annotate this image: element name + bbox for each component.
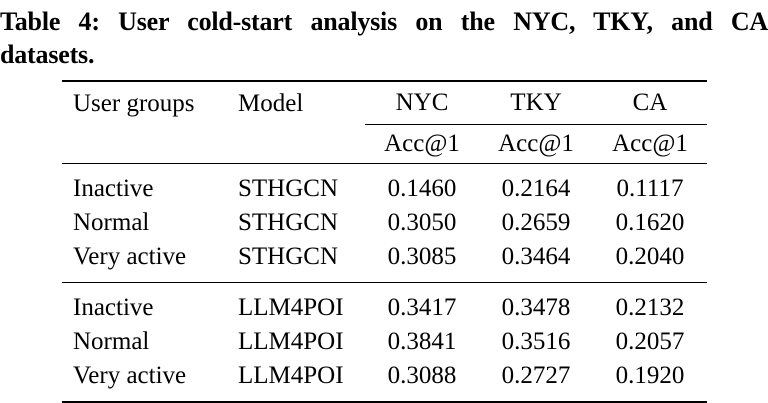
header-metric-tky: Acc@1	[479, 124, 593, 164]
header-metric-ca: Acc@1	[593, 124, 707, 164]
cell-user-group: Inactive	[62, 282, 238, 325]
cell-model: STHGCN	[238, 175, 339, 202]
cell-tky-acc1: 0.2727	[501, 362, 571, 389]
cell-user-group: Very active	[73, 243, 187, 270]
header-model: Model	[238, 81, 365, 164]
header-dataset-nyc: NYC	[365, 81, 479, 125]
cell-tky-acc1: 0.2659	[501, 209, 571, 236]
cell-model: LLM4POI	[238, 328, 344, 355]
cell-model: LLM4POI	[238, 362, 344, 389]
cell-ca-acc1: 0.1117	[616, 175, 684, 202]
cell-ca-acc1: 0.1620	[615, 209, 685, 236]
cell-nyc-acc1: 0.3088	[387, 362, 457, 389]
cell-tky-acc1: 0.3478	[479, 282, 593, 325]
header-row-metrics: Acc@1 Acc@1 Acc@1	[62, 124, 707, 164]
cell-ca-acc1: 0.1920	[615, 362, 685, 389]
cell-model: STHGCN	[238, 209, 339, 236]
table-row: Inactive LLM4POI 0.3417 0.3478 0.2132	[62, 282, 707, 325]
cell-tky-acc1: 0.3464	[501, 243, 571, 270]
table-header: User groups Model NYC TKY CA Acc@1 Acc@1…	[62, 81, 707, 164]
cell-nyc-acc1: 0.3841	[387, 328, 457, 355]
cell-model: STHGCN	[238, 243, 339, 270]
caption-line-2: datasets.	[0, 40, 95, 69]
cell-nyc-acc1: 0.3050	[387, 209, 457, 236]
cell-model: LLM4POI	[238, 282, 365, 325]
table-row: Inactive STHGCN 0.1460 0.2164 0.1117	[62, 164, 707, 207]
caption-line-1: Table 4: User cold-start analysis on the…	[0, 7, 768, 36]
cell-ca-acc1: 0.2057	[615, 328, 685, 355]
cell-user-group: Inactive	[73, 175, 154, 202]
cell-ca-acc1: 0.2040	[615, 243, 685, 270]
header-dataset-ca: CA	[593, 81, 707, 125]
header-dataset-tky: TKY	[479, 81, 593, 125]
header-metric-nyc: Acc@1	[365, 124, 479, 164]
table-row: Very active LLM4POI 0.3088 0.2727 0.1920	[62, 359, 707, 402]
table-row: Normal STHGCN 0.3050 0.2659 0.1620	[62, 206, 707, 240]
cell-nyc-acc1: 0.1460	[387, 175, 457, 202]
cell-tky-acc1: 0.2164	[501, 175, 571, 202]
cell-user-group: Very active	[73, 362, 187, 389]
header-user-groups: User groups	[62, 81, 238, 164]
header-row-datasets: User groups Model NYC TKY CA	[62, 81, 707, 164]
cell-tky-acc1: 0.3516	[501, 328, 571, 355]
group-llm4poi: Inactive LLM4POI 0.3417 0.3478 0.2132 No…	[62, 282, 707, 403]
table-caption: Table 4: User cold-start analysis on the…	[0, 5, 768, 71]
table-row: Normal LLM4POI 0.3841 0.3516 0.2057	[62, 325, 707, 359]
cell-user-group: Normal	[73, 209, 150, 236]
table-row: Very active STHGCN 0.3085 0.3464 0.2040	[62, 240, 707, 283]
cell-nyc-acc1: 0.3085	[387, 243, 457, 270]
cell-nyc-acc1: 0.3417	[365, 282, 479, 325]
cell-user-group: Normal	[73, 328, 150, 355]
cold-start-results-table: User groups Model NYC TKY CA Acc@1 Acc@1…	[62, 80, 707, 403]
group-sthgcn: Inactive STHGCN 0.1460 0.2164 0.1117 Nor…	[62, 164, 707, 283]
cell-ca-acc1: 0.2132	[593, 282, 707, 325]
